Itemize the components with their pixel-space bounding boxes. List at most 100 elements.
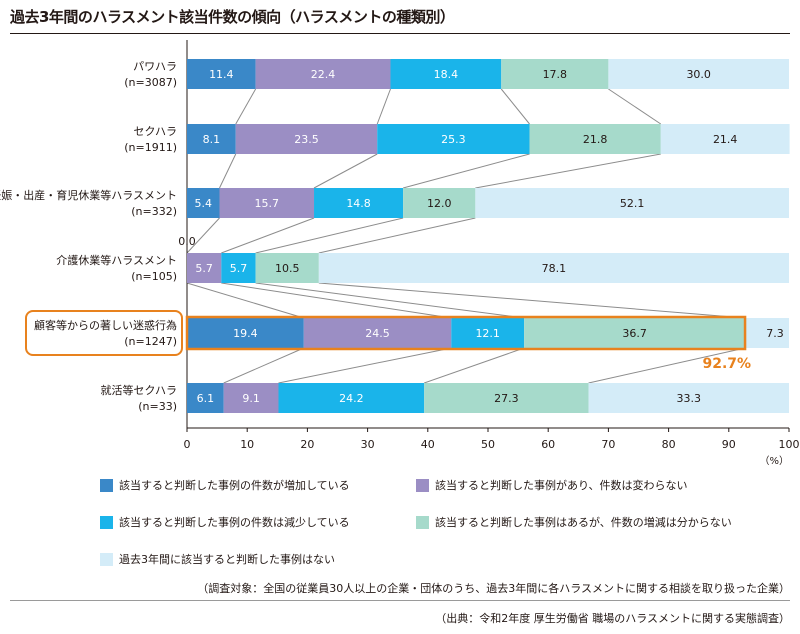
bar-segment	[475, 188, 789, 218]
connector-line	[318, 217, 476, 254]
bar-value-label: 11.4	[209, 68, 234, 81]
legend-swatch-none	[100, 552, 113, 566]
connector-lines	[186, 88, 746, 384]
category-n-label: (n=33)	[138, 400, 177, 413]
x-unit-label: （%）	[759, 455, 789, 467]
connector-line	[318, 282, 746, 319]
bar-value-label: 7.3	[766, 327, 784, 340]
bar-segment	[608, 59, 789, 89]
legend: 該当すると判断した事例の件数が増加している 該当すると判断した事例があり、件数は…	[100, 468, 750, 578]
bar-segment	[187, 253, 222, 283]
legend-label-unchanged: 該当すると判断した事例があり、件数は変わらない	[435, 479, 688, 492]
bar-value-label: 36.7	[622, 327, 647, 340]
bar-value-label: 0.0	[178, 235, 196, 248]
x-tick-label: 0	[184, 438, 191, 451]
bar-value-label: 5.4	[195, 197, 213, 210]
bar-segment	[187, 188, 220, 218]
legend-swatch-unknown	[416, 515, 429, 529]
category-label: 顧客等からの著しい迷惑行為	[34, 318, 177, 332]
category-n-label: (n=332)	[131, 205, 177, 218]
connector-line	[255, 282, 525, 319]
legend-item-increase: 該当すると判断した事例の件数が増加している	[100, 477, 350, 493]
bar-segment	[660, 124, 790, 154]
bar-value-label: 22.4	[311, 68, 336, 81]
bar-value-label: 21.4	[713, 133, 738, 146]
bar-segment	[187, 383, 224, 413]
bar-value-label: 14.8	[346, 197, 371, 210]
x-tick-label: 60	[541, 438, 555, 451]
bar-segment	[223, 383, 279, 413]
category-label: 妊娠・出産・育児休業等ハラスメント	[0, 188, 177, 202]
footer-divider	[10, 600, 790, 601]
connector-line	[186, 217, 220, 254]
connector-line	[278, 347, 452, 384]
bar-value-label: 12.0	[427, 197, 452, 210]
legend-label-increase: 該当すると判断した事例の件数が増加している	[119, 479, 350, 492]
legend-swatch-decrease	[100, 515, 113, 529]
bar-segment	[745, 318, 789, 348]
x-tick-label: 30	[361, 438, 375, 451]
connector-line	[221, 282, 452, 319]
legend-swatch-unchanged	[416, 478, 429, 492]
legend-item-unchanged: 該当すると判断した事例があり、件数は変わらない	[416, 477, 688, 493]
bar-value-label: 10.5	[275, 262, 300, 275]
connector-line	[186, 282, 304, 319]
category-label: セクハラ	[134, 125, 177, 138]
connector-line	[223, 347, 304, 384]
bar-value-label: 17.8	[543, 68, 568, 81]
legend-swatch-increase	[100, 478, 113, 492]
bar-value-label: 18.4	[434, 68, 459, 81]
bar-segment	[451, 318, 525, 348]
connector-line	[588, 347, 746, 384]
category-n-label: (n=3087)	[124, 76, 177, 89]
highlight-label-box	[25, 310, 183, 356]
x-tick-label: 20	[300, 438, 314, 451]
bar-segment	[424, 383, 589, 413]
x-tick-label: 50	[481, 438, 495, 451]
bar-value-label: 12.1	[475, 327, 500, 340]
bar-segment	[235, 124, 378, 154]
legend-item-none: 過去3年間に該当すると判断した事例はない	[100, 551, 335, 567]
stacked-bar-chart: 0 10 20 30 40 50 60 70 80 90 100 （%） パワハラ (n=3087) 11.…	[0, 40, 800, 467]
bar-segment	[314, 188, 404, 218]
category-label: 就活等セクハラ	[101, 383, 177, 397]
connector-line	[500, 88, 530, 125]
bar-value-label: 33.3	[677, 392, 702, 405]
connector-line	[475, 153, 661, 189]
bar-segment	[501, 59, 609, 89]
x-tick-label: 10	[240, 438, 254, 451]
bar-segment	[390, 59, 502, 89]
legend-label-none: 過去3年間に該当すると判断した事例はない	[119, 553, 335, 566]
bar-value-label: 24.2	[339, 392, 364, 405]
highlight-total-label: 92.7%	[702, 356, 751, 372]
bar-segment	[255, 253, 319, 283]
bar-value-label: 15.7	[255, 197, 280, 210]
connector-line	[235, 88, 257, 125]
connector-line	[255, 217, 404, 254]
connector-line	[313, 153, 378, 189]
bar-segment	[187, 59, 256, 89]
bar-value-label: 78.1	[542, 262, 567, 275]
bar-segment	[219, 188, 315, 218]
bar-value-label: 21.8	[583, 133, 608, 146]
bar-value-label: 24.5	[365, 327, 390, 340]
category-n-label: (n=1911)	[124, 141, 177, 154]
bar-segment	[187, 124, 236, 154]
bar-segment	[255, 59, 391, 89]
legend-label-decrease: 該当すると判断した事例の件数は減少している	[119, 516, 350, 529]
bar-value-label: 23.5	[294, 133, 319, 146]
bar-segment	[318, 253, 789, 283]
chart-title: 過去3年間のハラスメント該当件数の傾向（ハラスメントの種類別）	[10, 8, 455, 26]
bar-value-label: 27.3	[494, 392, 519, 405]
connector-line	[424, 347, 525, 384]
category-label: 介護休業等ハラスメント	[56, 253, 177, 267]
bar-value-label: 6.1	[197, 392, 215, 405]
bar-value-label: 5.7	[195, 262, 213, 275]
legend-item-decrease: 該当すると判断した事例の件数は減少している	[100, 514, 350, 530]
bar-segment	[403, 188, 476, 218]
bar-value-label: 9.1	[242, 392, 260, 405]
category-label: パワハラ	[133, 60, 177, 73]
bar-value-label: 5.7	[230, 262, 248, 275]
bar-value-label: 25.3	[441, 133, 466, 146]
